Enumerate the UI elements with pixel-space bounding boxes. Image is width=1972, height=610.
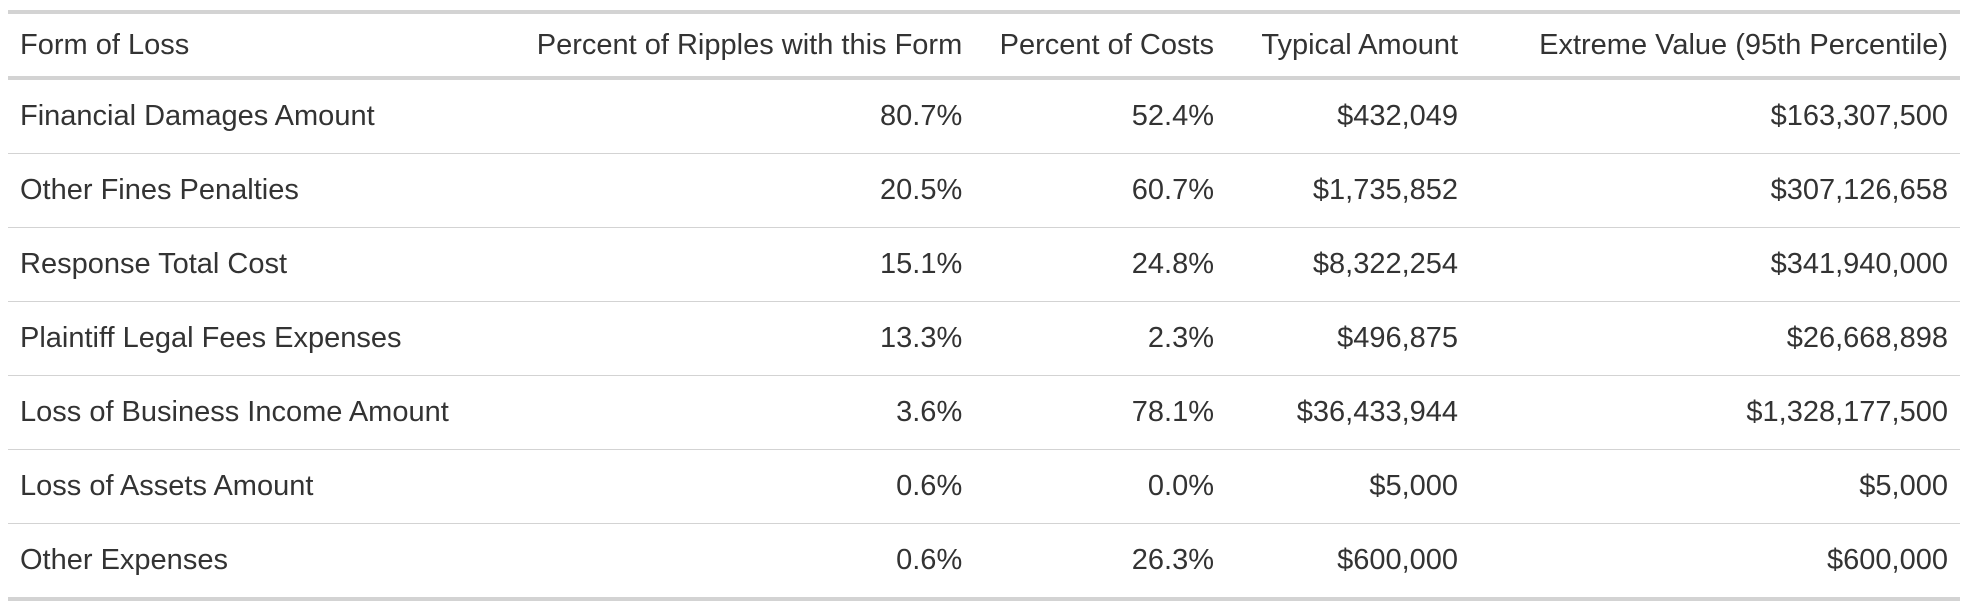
- cell-typical-amount: $1,735,852: [1226, 153, 1471, 228]
- cell-extreme-value: $163,307,500: [1470, 78, 1960, 154]
- cell-extreme-value: $307,126,658: [1470, 153, 1960, 228]
- cell-extreme-value: $26,668,898: [1470, 301, 1960, 376]
- column-header-percent-ripples: Percent of Ripples with this Form: [496, 12, 975, 80]
- cell-typical-amount: $36,433,944: [1226, 375, 1471, 450]
- table-body: Financial Damages Amount 80.7% 52.4% $43…: [8, 78, 1960, 599]
- cell-extreme-value: $5,000: [1470, 449, 1960, 524]
- cell-percent-ripples: 0.6%: [896, 544, 963, 576]
- cell-percent-ripples: 3.6%: [496, 375, 975, 450]
- table-row: Loss of Assets Amount 0.6% 0.0% $5,000 $…: [8, 449, 1960, 524]
- cell-typical-amount: $600,000: [1337, 544, 1459, 576]
- cell-percent-costs: 26.3%: [1131, 544, 1215, 576]
- table-row: Financial Damages Amount 80.7% 52.4% $43…: [8, 78, 1960, 154]
- header-row: Form of Loss Percent of Ripples with thi…: [8, 12, 1960, 80]
- loss-table-container: Form of Loss Percent of Ripples with thi…: [8, 10, 1960, 601]
- cell-percent-costs: 78.1%: [974, 375, 1227, 450]
- column-header-percent-costs: Percent of Costs: [974, 12, 1227, 80]
- table-row: Response Total Cost 15.1% 24.8% $8,322,2…: [8, 227, 1960, 302]
- cell-form-of-loss: Loss of Assets Amount: [8, 449, 496, 524]
- column-header-typical-amount: Typical Amount: [1226, 12, 1471, 80]
- cell-percent-costs: 52.4%: [974, 78, 1227, 154]
- cell-percent-ripples: 15.1%: [496, 227, 975, 302]
- cell-typical-amount: $496,875: [1226, 301, 1471, 376]
- cell-form-of-loss: Financial Damages Amount: [8, 78, 496, 154]
- cell-percent-costs: 0.0%: [974, 449, 1227, 524]
- cell-typical-amount: $8,322,254: [1226, 227, 1471, 302]
- table-row: Loss of Business Income Amount 3.6% 78.1…: [8, 375, 1960, 450]
- cell-percent-costs: 60.7%: [974, 153, 1227, 228]
- cell-form-of-loss: Response Total Cost: [8, 227, 496, 302]
- cell-percent-ripples: 80.7%: [496, 78, 975, 154]
- cell-form-of-loss: Plaintiff Legal Fees Expenses: [8, 301, 496, 376]
- cell-percent-ripples: 20.5%: [496, 153, 975, 228]
- cell-percent-ripples: 0.6%: [496, 449, 975, 524]
- cell-form-of-loss: Other Fines Penalties: [8, 153, 496, 228]
- table-header: Form of Loss Percent of Ripples with thi…: [8, 12, 1960, 80]
- cell-typical-amount: $432,049: [1226, 78, 1471, 154]
- table-row: Other Expenses 0.6% 26.3% $600,000 $600,…: [8, 524, 1960, 600]
- loss-table: Form of Loss Percent of Ripples with thi…: [8, 10, 1960, 601]
- column-header-form-of-loss: Form of Loss: [8, 12, 496, 80]
- cell-extreme-value: $600,000: [1827, 544, 1948, 576]
- cell-percent-costs: 2.3%: [974, 301, 1227, 376]
- cell-extreme-value: $341,940,000: [1470, 227, 1960, 302]
- table-row: Other Fines Penalties 20.5% 60.7% $1,735…: [8, 153, 1960, 228]
- cell-percent-ripples: 13.3%: [496, 301, 975, 376]
- cell-form-of-loss: Other Expenses: [20, 544, 228, 576]
- table-row: Plaintiff Legal Fees Expenses 13.3% 2.3%…: [8, 301, 1960, 376]
- cell-form-of-loss: Loss of Business Income Amount: [8, 375, 496, 450]
- cell-percent-costs: 24.8%: [974, 227, 1227, 302]
- column-header-extreme-value: Extreme Value (95th Percentile): [1470, 12, 1960, 80]
- cell-extreme-value: $1,328,177,500: [1470, 375, 1960, 450]
- cell-typical-amount: $5,000: [1226, 449, 1471, 524]
